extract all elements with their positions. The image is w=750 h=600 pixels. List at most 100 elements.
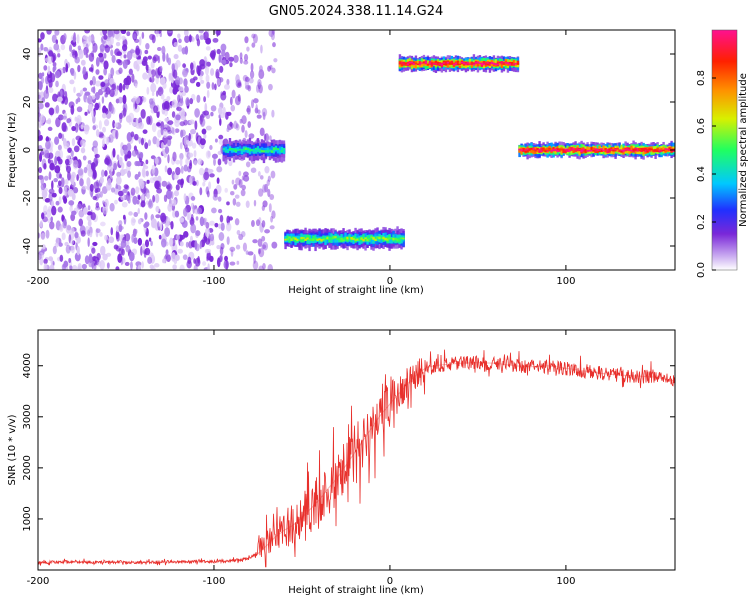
spectral-band-cell bbox=[516, 63, 520, 65]
noise-speck bbox=[177, 179, 183, 185]
noise-speck bbox=[78, 218, 84, 227]
spectral-band-cell bbox=[626, 148, 629, 151]
noise-speck bbox=[157, 46, 162, 52]
noise-speck bbox=[124, 261, 130, 266]
noise-speck bbox=[154, 180, 160, 190]
spectral-band-cell bbox=[550, 149, 553, 152]
spectral-band-cell bbox=[392, 237, 395, 241]
noise-speck bbox=[194, 108, 200, 118]
spectral-band-cell bbox=[530, 149, 533, 154]
noise-speck bbox=[167, 167, 173, 176]
spectral-band-cell bbox=[374, 238, 377, 242]
spectral-band-cell bbox=[410, 61, 414, 64]
noise-speck bbox=[159, 65, 163, 73]
spectral-band-cell bbox=[430, 62, 434, 65]
spectral-band-cell bbox=[534, 149, 537, 152]
noise-speck bbox=[218, 53, 222, 63]
spectral-band-cell bbox=[402, 237, 405, 240]
noise-speck bbox=[236, 230, 241, 236]
spectral-band-cell bbox=[484, 62, 488, 65]
noise-speck bbox=[177, 33, 181, 39]
noise-speck bbox=[56, 156, 61, 162]
noise-speck bbox=[162, 128, 168, 139]
snr-y-axis-label: SNR (10 * v/v) bbox=[7, 414, 18, 485]
noise-speck bbox=[84, 30, 91, 34]
noise-speck bbox=[87, 103, 93, 112]
noise-speck bbox=[163, 108, 168, 117]
noise-speck bbox=[242, 171, 249, 177]
spectral-band-cell bbox=[470, 62, 474, 64]
noise-speck bbox=[125, 75, 132, 86]
noise-speck bbox=[43, 89, 50, 100]
spectral-band-cell bbox=[582, 148, 585, 151]
noise-speck bbox=[262, 263, 266, 270]
noise-speck bbox=[271, 109, 275, 118]
noise-speck bbox=[270, 215, 274, 223]
noise-speck bbox=[183, 78, 188, 87]
noise-speck bbox=[269, 64, 273, 70]
spectral-band-cell bbox=[520, 149, 523, 152]
noise-speck bbox=[130, 261, 133, 270]
noise-speck bbox=[146, 86, 150, 95]
noise-speck bbox=[218, 138, 225, 146]
noise-speck bbox=[195, 230, 201, 237]
noise-speck bbox=[131, 121, 136, 127]
noise-speck bbox=[141, 60, 148, 67]
noise-speck bbox=[109, 169, 113, 180]
noise-speck bbox=[188, 34, 192, 43]
noise-speck bbox=[180, 115, 187, 121]
spectral-band-cell bbox=[630, 149, 633, 152]
spectral-band-cell bbox=[464, 63, 468, 66]
noise-speck bbox=[48, 171, 52, 181]
noise-speck bbox=[58, 196, 62, 205]
noise-speck bbox=[43, 65, 48, 71]
noise-speck bbox=[134, 38, 140, 43]
noise-speck bbox=[71, 138, 76, 147]
noise-speck bbox=[109, 202, 115, 212]
noise-speck bbox=[156, 138, 160, 148]
noise-speck bbox=[144, 212, 148, 220]
noise-speck bbox=[83, 166, 88, 174]
noise-speck bbox=[52, 66, 56, 73]
noise-speck bbox=[207, 168, 214, 174]
spectral-band-cell bbox=[314, 237, 317, 241]
noise-speck bbox=[121, 201, 128, 208]
noise-speck bbox=[149, 264, 154, 269]
spectral-band-cell bbox=[372, 237, 375, 240]
spectral-band-cell bbox=[328, 236, 331, 243]
noise-speck bbox=[166, 30, 173, 34]
spectral-band-cell bbox=[500, 61, 504, 68]
spectral-band-cell bbox=[242, 148, 246, 151]
spectral-band-cell bbox=[516, 60, 520, 65]
noise-speck bbox=[182, 63, 187, 68]
noise-speck bbox=[47, 65, 51, 75]
noise-speck bbox=[47, 74, 53, 84]
spectral-band-cell bbox=[448, 62, 452, 65]
noise-speck bbox=[44, 102, 50, 108]
noise-speck bbox=[51, 34, 57, 44]
spectral-band-cell bbox=[490, 61, 494, 64]
noise-speck bbox=[191, 142, 197, 149]
y-tick-label: 0 bbox=[22, 147, 33, 153]
noise-speck bbox=[78, 209, 85, 218]
noise-speck bbox=[262, 111, 266, 121]
spectral-band-cell bbox=[414, 62, 418, 65]
noise-speck bbox=[48, 87, 54, 94]
noise-speck bbox=[141, 261, 144, 269]
noise-speck bbox=[148, 237, 152, 242]
noise-speck bbox=[219, 65, 224, 73]
noise-speck bbox=[101, 96, 105, 104]
noise-speck bbox=[63, 33, 67, 41]
noise-speck bbox=[176, 234, 180, 241]
noise-speck bbox=[43, 205, 48, 214]
noise-speck bbox=[40, 232, 46, 240]
spectral-band-cell bbox=[282, 148, 286, 154]
spectral-band-cell bbox=[334, 236, 337, 239]
noise-speck bbox=[173, 190, 180, 197]
noise-speck bbox=[149, 177, 155, 184]
noise-speck bbox=[124, 233, 131, 242]
noise-speck bbox=[81, 185, 88, 190]
noise-speck bbox=[267, 65, 272, 72]
spectral-band-cell bbox=[332, 236, 335, 239]
